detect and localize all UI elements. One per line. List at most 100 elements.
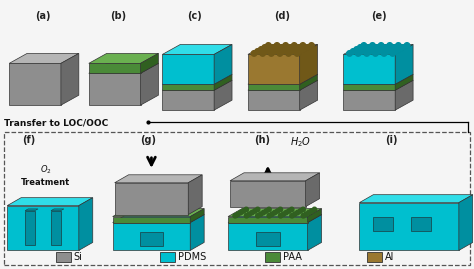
Bar — [56, 252, 71, 262]
Polygon shape — [395, 44, 413, 84]
Text: Transfer to LOC/OOC: Transfer to LOC/OOC — [4, 118, 109, 127]
Circle shape — [233, 214, 237, 218]
Circle shape — [397, 47, 402, 52]
Polygon shape — [308, 215, 321, 250]
Circle shape — [385, 49, 391, 54]
Polygon shape — [113, 209, 204, 217]
Text: (f): (f) — [22, 135, 36, 145]
Circle shape — [347, 51, 352, 56]
Circle shape — [401, 45, 406, 50]
Circle shape — [268, 51, 274, 56]
Circle shape — [359, 49, 365, 54]
Polygon shape — [344, 84, 395, 90]
Circle shape — [251, 51, 257, 56]
Circle shape — [388, 47, 394, 52]
Circle shape — [290, 214, 294, 218]
Bar — [374, 217, 393, 231]
Circle shape — [298, 209, 302, 213]
Polygon shape — [9, 63, 61, 105]
Circle shape — [277, 51, 283, 56]
Circle shape — [290, 207, 294, 212]
Polygon shape — [359, 203, 459, 250]
Polygon shape — [163, 80, 232, 90]
Polygon shape — [214, 80, 232, 110]
Polygon shape — [115, 175, 202, 183]
Polygon shape — [113, 222, 190, 250]
Polygon shape — [190, 209, 204, 222]
Polygon shape — [79, 198, 93, 250]
Circle shape — [271, 45, 276, 50]
Circle shape — [393, 49, 399, 54]
Polygon shape — [228, 209, 321, 217]
Circle shape — [284, 210, 288, 215]
Circle shape — [241, 209, 246, 213]
Polygon shape — [214, 74, 232, 90]
Circle shape — [272, 49, 278, 54]
Circle shape — [283, 43, 288, 48]
Text: (e): (e) — [372, 11, 387, 21]
Circle shape — [361, 43, 367, 48]
Circle shape — [288, 45, 293, 50]
Text: (d): (d) — [274, 11, 290, 21]
Bar — [51, 211, 61, 245]
Circle shape — [354, 47, 359, 52]
Circle shape — [279, 45, 285, 50]
Polygon shape — [89, 63, 140, 73]
Bar — [367, 252, 382, 262]
Polygon shape — [190, 215, 204, 250]
Polygon shape — [395, 74, 413, 90]
Polygon shape — [300, 44, 318, 84]
Polygon shape — [163, 84, 214, 90]
Polygon shape — [248, 80, 318, 90]
Text: (c): (c) — [187, 11, 201, 21]
Circle shape — [366, 45, 372, 50]
Polygon shape — [228, 215, 321, 222]
Polygon shape — [344, 44, 413, 54]
Polygon shape — [344, 54, 395, 84]
Text: (a): (a) — [35, 11, 51, 21]
Polygon shape — [308, 209, 321, 222]
Polygon shape — [344, 90, 395, 110]
Text: $O_2$
Treatment: $O_2$ Treatment — [21, 164, 71, 187]
Circle shape — [378, 43, 384, 48]
Polygon shape — [228, 217, 308, 222]
Circle shape — [258, 212, 263, 216]
Polygon shape — [300, 74, 318, 90]
Circle shape — [375, 45, 380, 50]
Circle shape — [267, 214, 272, 218]
Polygon shape — [89, 63, 158, 73]
Polygon shape — [25, 209, 38, 211]
Polygon shape — [248, 84, 300, 90]
Polygon shape — [163, 54, 214, 84]
Bar — [160, 252, 175, 262]
Polygon shape — [230, 181, 306, 207]
Polygon shape — [115, 183, 188, 215]
Circle shape — [376, 49, 382, 54]
Text: Al: Al — [385, 252, 395, 262]
Circle shape — [387, 43, 392, 48]
Circle shape — [270, 212, 274, 216]
Circle shape — [265, 43, 271, 48]
Circle shape — [292, 43, 297, 48]
Polygon shape — [228, 222, 308, 250]
Circle shape — [267, 207, 271, 212]
Circle shape — [371, 47, 377, 52]
Circle shape — [255, 49, 260, 54]
Circle shape — [300, 43, 306, 48]
Circle shape — [244, 214, 249, 218]
Circle shape — [286, 51, 292, 56]
Text: PDMS: PDMS — [178, 252, 207, 262]
Circle shape — [309, 43, 314, 48]
Circle shape — [287, 209, 291, 213]
Circle shape — [298, 49, 303, 54]
Bar — [256, 232, 280, 246]
Circle shape — [380, 47, 385, 52]
Polygon shape — [248, 44, 318, 54]
Circle shape — [253, 209, 257, 213]
Polygon shape — [163, 90, 214, 110]
Polygon shape — [459, 195, 473, 250]
Circle shape — [278, 214, 283, 218]
Circle shape — [281, 212, 285, 216]
Circle shape — [368, 49, 373, 54]
Circle shape — [264, 209, 268, 213]
